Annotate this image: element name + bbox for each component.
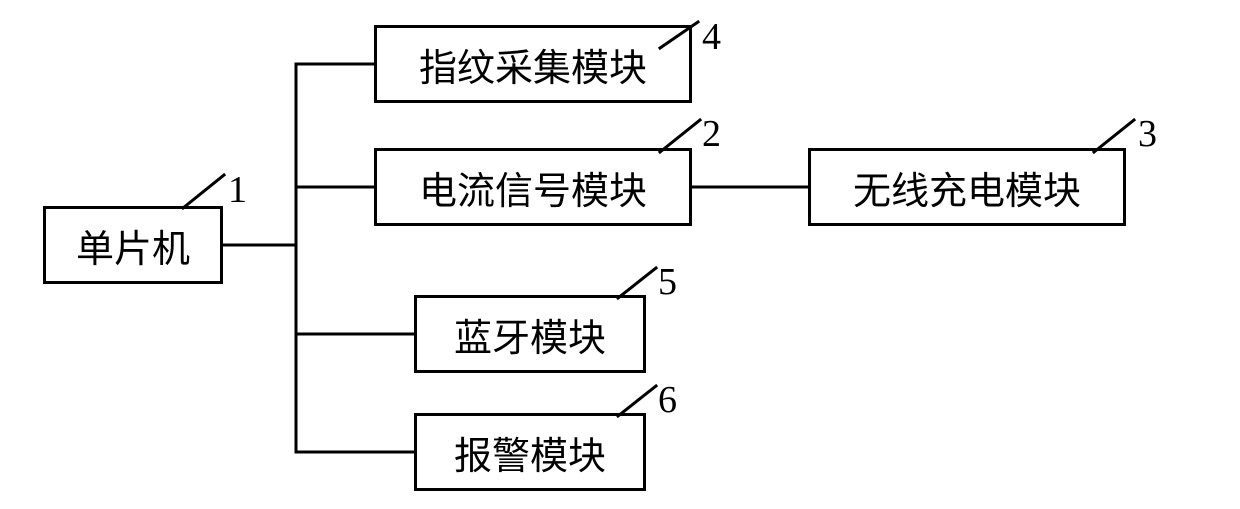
refnum-alarm: 6: [658, 378, 677, 422]
node-alarm-label: 报警模块: [454, 425, 606, 480]
node-wireless-charge: 无线充电模块: [808, 148, 1126, 226]
node-alarm: 报警模块: [414, 413, 646, 491]
node-wireless-charge-label: 无线充电模块: [853, 160, 1081, 215]
node-fingerprint-label: 指纹采集模块: [419, 37, 647, 92]
node-mcu-label: 单片机: [76, 218, 190, 273]
refnum-bluetooth: 5: [658, 260, 677, 304]
refnum-fingerprint: 4: [702, 15, 721, 59]
node-bluetooth-label: 蓝牙模块: [454, 307, 606, 362]
node-mcu: 单片机: [43, 206, 223, 284]
node-current-signal-label: 电流信号模块: [419, 160, 647, 215]
refnum-current-signal: 2: [702, 112, 721, 156]
refnum-mcu: 1: [228, 168, 247, 212]
refnum-wireless-charge: 3: [1138, 112, 1157, 156]
node-current-signal: 电流信号模块: [374, 148, 692, 226]
node-bluetooth: 蓝牙模块: [414, 295, 646, 373]
node-fingerprint: 指纹采集模块: [374, 25, 692, 103]
diagram-stage: 单片机 指纹采集模块 电流信号模块 蓝牙模块 报警模块 无线充电模块 1 4 2…: [0, 0, 1240, 509]
